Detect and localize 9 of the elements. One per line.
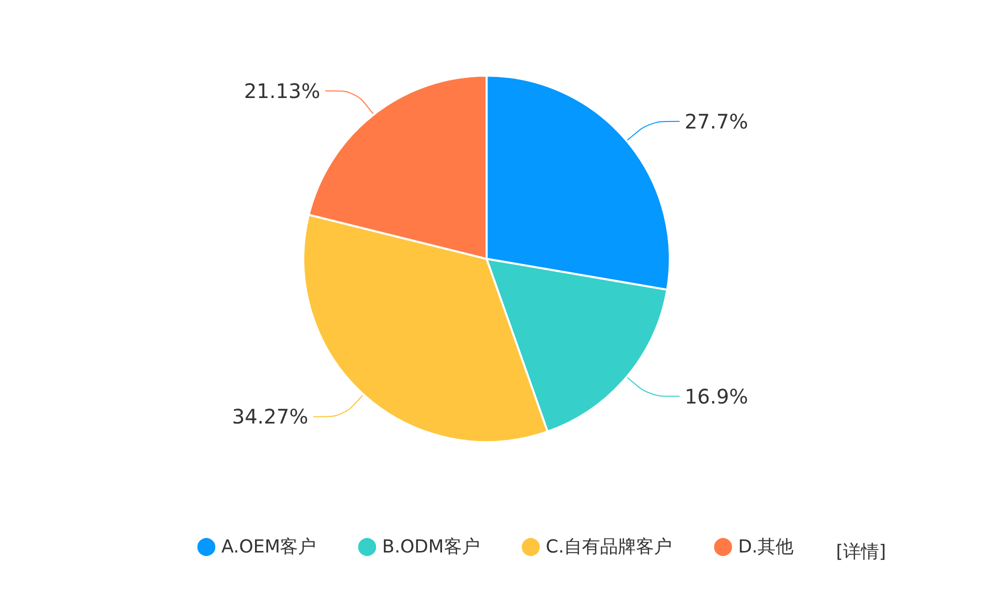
text: [详情] [836, 542, 886, 562]
legend-label: A.OEM客户 [221, 536, 316, 558]
data-label: 21.13% [244, 78, 320, 103]
data-label: 27.7% [684, 109, 748, 134]
legend-label: D.其他 [738, 536, 794, 558]
legend-label: B.ODM客户 [382, 536, 480, 558]
data-label: 34.27% [232, 404, 308, 429]
data-label: 16.9% [684, 384, 748, 408]
legend-label: C.自有品牌客户 [546, 536, 672, 558]
